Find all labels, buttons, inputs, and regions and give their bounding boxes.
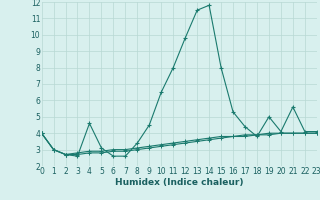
X-axis label: Humidex (Indice chaleur): Humidex (Indice chaleur) [115, 178, 244, 187]
